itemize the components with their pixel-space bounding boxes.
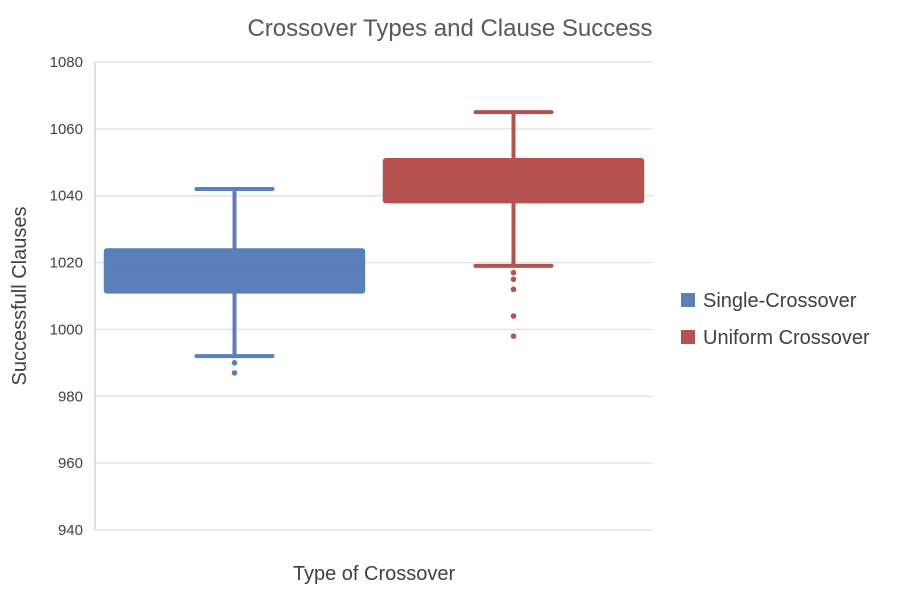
legend-item-1: Single-Crossover	[681, 290, 857, 312]
y-axis-ticks: 940 960 980 1000 1020 1040 1060 1080	[50, 54, 83, 539]
outlier-point	[510, 313, 517, 319]
outlier-point	[510, 286, 517, 293]
outlier-point	[231, 360, 238, 366]
y-tick-label: 960	[58, 455, 83, 472]
box	[382, 157, 645, 204]
y-tick-label: 940	[58, 522, 83, 539]
y-tick-label: 1020	[50, 255, 83, 272]
chart-title: Crossover Types and Clause Success	[247, 15, 652, 42]
legend-swatch	[681, 293, 695, 307]
box-series-2	[382, 110, 645, 339]
y-tick-label: 1000	[50, 321, 83, 338]
box	[103, 248, 366, 294]
y-axis-label: Successfull Clauses	[9, 207, 31, 386]
outlier-point	[510, 269, 517, 276]
y-tick-label: 1060	[50, 121, 83, 138]
box-series	[103, 110, 645, 376]
legend-label: Uniform Crossover	[703, 327, 870, 349]
legend-label: Single-Crossover	[703, 290, 857, 312]
legend: Single-Crossover Uniform Crossover	[681, 290, 870, 349]
outlier-point	[510, 276, 517, 283]
y-tick-label: 1080	[50, 54, 83, 71]
legend-swatch	[681, 330, 695, 344]
gridlines	[95, 61, 653, 531]
x-axis-label: Type of Crossover	[293, 563, 456, 585]
outlier-point	[510, 333, 517, 339]
legend-item-2: Uniform Crossover	[681, 327, 870, 349]
y-tick-label: 1040	[50, 188, 83, 205]
box-series-1	[103, 187, 366, 376]
y-tick-label: 980	[58, 388, 83, 405]
outlier-point	[231, 370, 238, 376]
